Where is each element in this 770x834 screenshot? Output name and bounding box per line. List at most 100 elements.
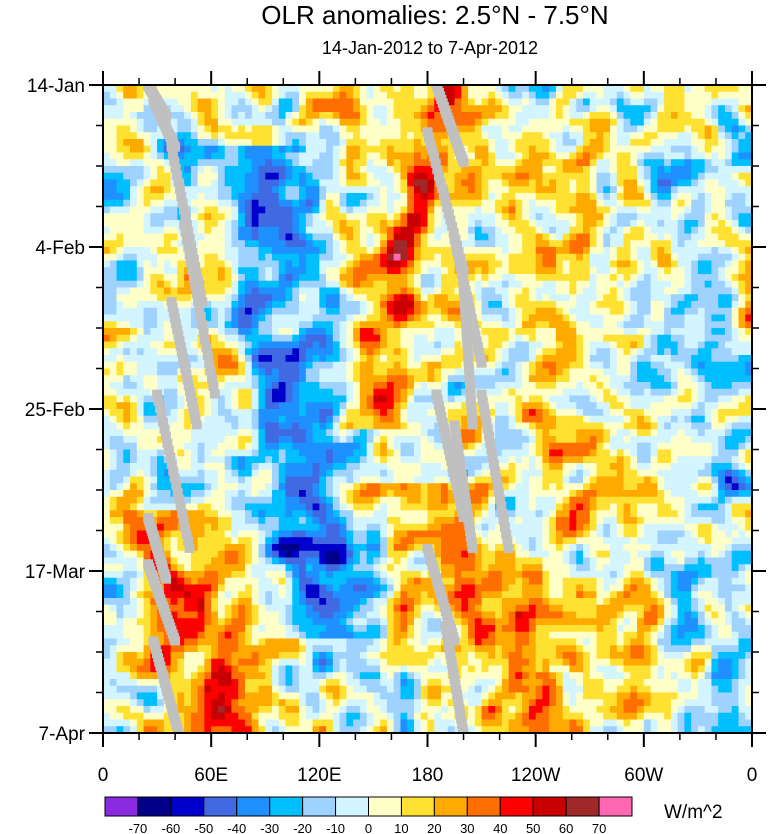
- field-cell: [163, 166, 172, 174]
- field-cell: [569, 213, 577, 221]
- field-cell: [285, 415, 293, 424]
- field-cell: [515, 348, 523, 356]
- field-cell: [380, 368, 388, 376]
- field-cell: [630, 402, 638, 410]
- field-cell: [582, 422, 591, 430]
- field-cell: [495, 274, 503, 282]
- field-cell: [596, 159, 604, 167]
- field-cell: [292, 341, 300, 349]
- field-cell: [109, 429, 118, 437]
- field-cell: [691, 152, 699, 160]
- field-cell: [150, 179, 158, 187]
- field-cell: [447, 159, 456, 167]
- field-cell: [393, 361, 402, 370]
- field-cell: [420, 328, 429, 336]
- field-cell: [123, 402, 131, 410]
- field-cell: [704, 220, 713, 228]
- field-cell: [711, 415, 719, 424]
- field-cell: [136, 368, 145, 376]
- field-cell: [177, 159, 185, 167]
- field-cell: [366, 415, 375, 424]
- field-cell: [211, 328, 219, 336]
- field-cell: [299, 422, 307, 430]
- field-cell: [420, 159, 429, 167]
- field-cell: [157, 132, 165, 140]
- field-cell: [130, 388, 138, 397]
- field-cell: [650, 287, 658, 295]
- field-cell: [265, 132, 273, 140]
- field-cell: [359, 328, 368, 336]
- field-cell: [319, 132, 327, 140]
- field-cell: [670, 368, 679, 376]
- field-cell: [528, 240, 537, 248]
- field-cell: [664, 334, 672, 343]
- field-cell: [109, 314, 118, 322]
- field-cell: [163, 409, 172, 417]
- field-cell: [393, 307, 402, 316]
- field-cell: [359, 98, 368, 106]
- field-cell: [718, 159, 726, 167]
- field-cell: [116, 429, 124, 437]
- field-cell: [393, 172, 402, 181]
- field-cell: [596, 409, 604, 417]
- field-cell: [332, 361, 341, 370]
- field-cell: [643, 388, 652, 397]
- field-cell: [691, 118, 699, 127]
- field-cell: [204, 166, 212, 174]
- field-cell: [522, 145, 530, 154]
- field-cell: [265, 240, 273, 248]
- field-cell: [596, 186, 604, 194]
- field-cell: [657, 152, 665, 160]
- field-cell: [549, 85, 557, 93]
- field-cell: [670, 334, 679, 343]
- field-cell: [704, 125, 713, 133]
- field-cell: [670, 375, 679, 383]
- field-cell: [103, 206, 111, 214]
- field-cell: [643, 206, 652, 214]
- field-cell: [413, 314, 422, 322]
- field-cell: [332, 321, 341, 329]
- field-cell: [116, 287, 124, 295]
- field-cell: [332, 186, 341, 194]
- field-cell: [528, 186, 537, 194]
- field-cell: [373, 314, 381, 322]
- field-cell: [481, 274, 489, 282]
- field-cell: [528, 98, 537, 106]
- field-cell: [353, 226, 361, 235]
- field-cell: [380, 301, 388, 309]
- field-cell: [630, 375, 638, 383]
- field-cell: [244, 260, 253, 268]
- field-cell: [272, 226, 280, 235]
- field-cell: [265, 172, 273, 181]
- field-cell: [555, 206, 564, 214]
- field-cell: [535, 361, 544, 370]
- field-cell: [400, 132, 408, 140]
- field-cell: [413, 91, 422, 100]
- field-cell: [434, 328, 442, 336]
- field-cell: [299, 159, 307, 167]
- field-cell: [542, 112, 550, 120]
- field-cell: [272, 402, 280, 410]
- field-cell: [650, 247, 658, 255]
- field-cell: [373, 429, 381, 437]
- field-cell: [711, 280, 719, 289]
- field-cell: [258, 226, 266, 235]
- field-cell: [576, 429, 584, 437]
- field-cell: [407, 253, 415, 262]
- field-cell: [501, 280, 510, 289]
- field-cell: [657, 105, 665, 113]
- field-cell: [400, 220, 408, 228]
- field-cell: [285, 179, 293, 187]
- field-cell: [488, 247, 496, 255]
- field-cell: [400, 233, 408, 241]
- field-cell: [664, 274, 672, 282]
- field-cell: [488, 220, 496, 228]
- field-cell: [265, 253, 273, 262]
- field-cell: [292, 226, 300, 235]
- field-cell: [211, 402, 219, 410]
- field-cell: [103, 328, 111, 336]
- field-cell: [305, 409, 314, 417]
- field-cell: [157, 159, 165, 167]
- field-cell: [582, 328, 591, 336]
- field-cell: [495, 233, 503, 241]
